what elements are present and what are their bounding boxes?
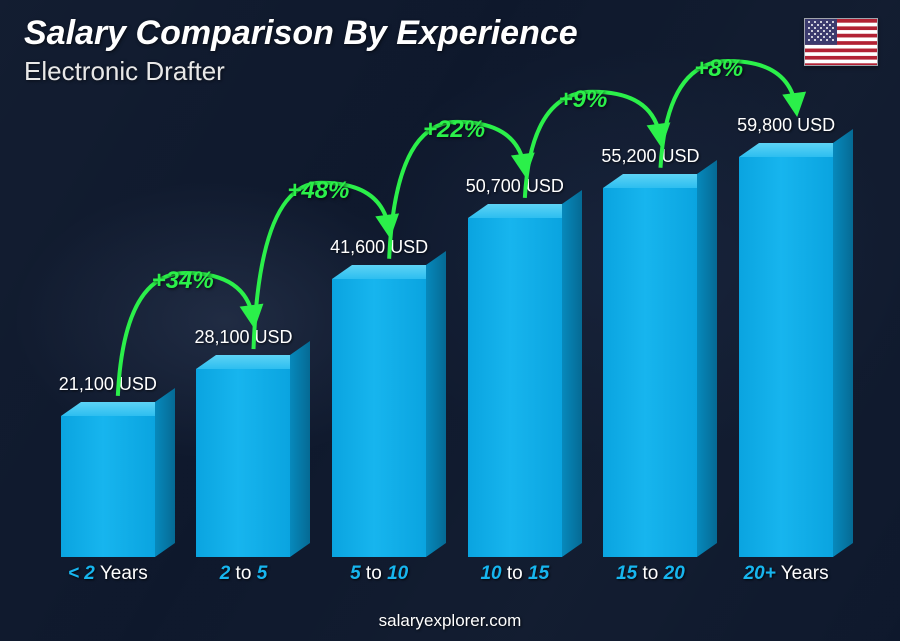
pct-label: +34% — [152, 267, 214, 295]
bar: 50,700 USD10 to 15 — [468, 218, 562, 557]
bar-column: 55,200 USD15 to 20 — [591, 188, 709, 557]
pct-label: +22% — [423, 116, 485, 144]
x-label: 2 to 5 — [220, 563, 268, 585]
x-label: 20+ Years — [744, 563, 829, 585]
bar-column: 28,100 USD2 to 5 — [184, 369, 302, 557]
bar: 55,200 USD15 to 20 — [603, 188, 697, 557]
bar-column: 59,800 USD20+ Years — [727, 157, 845, 557]
value-label: 41,600 USD — [330, 237, 428, 258]
bar-chart: 21,100 USD< 2 Years28,100 USD2 to 541,60… — [40, 100, 854, 585]
bar: 21,100 USD< 2 Years — [61, 416, 155, 557]
value-label: 55,200 USD — [601, 146, 699, 167]
x-label: 15 to 20 — [616, 563, 685, 585]
bar: 28,100 USD2 to 5 — [196, 369, 290, 557]
bar: 41,600 USD5 to 10 — [332, 279, 426, 557]
chart-subtitle: Electronic Drafter — [24, 56, 225, 87]
chart-title: Salary Comparison By Experience — [24, 14, 578, 53]
footer-attribution: salaryexplorer.com — [0, 611, 900, 631]
flag-icon — [804, 18, 878, 66]
pct-label: +48% — [287, 177, 349, 205]
bar-column: 21,100 USD< 2 Years — [49, 416, 167, 557]
bar: 59,800 USD20+ Years — [739, 157, 833, 557]
value-label: 59,800 USD — [737, 115, 835, 136]
value-label: 50,700 USD — [466, 176, 564, 197]
x-label: 5 to 10 — [350, 563, 408, 585]
x-label: 10 to 15 — [480, 563, 549, 585]
value-label: 21,100 USD — [59, 374, 157, 395]
x-label: < 2 Years — [68, 563, 148, 585]
value-label: 28,100 USD — [194, 327, 292, 348]
pct-label: +9% — [559, 86, 608, 114]
pct-label: +8% — [694, 55, 743, 83]
bar-column: 41,600 USD5 to 10 — [320, 279, 438, 557]
infographic-stage: Salary Comparison By Experience Electron… — [0, 0, 900, 641]
bar-column: 50,700 USD10 to 15 — [456, 218, 574, 557]
